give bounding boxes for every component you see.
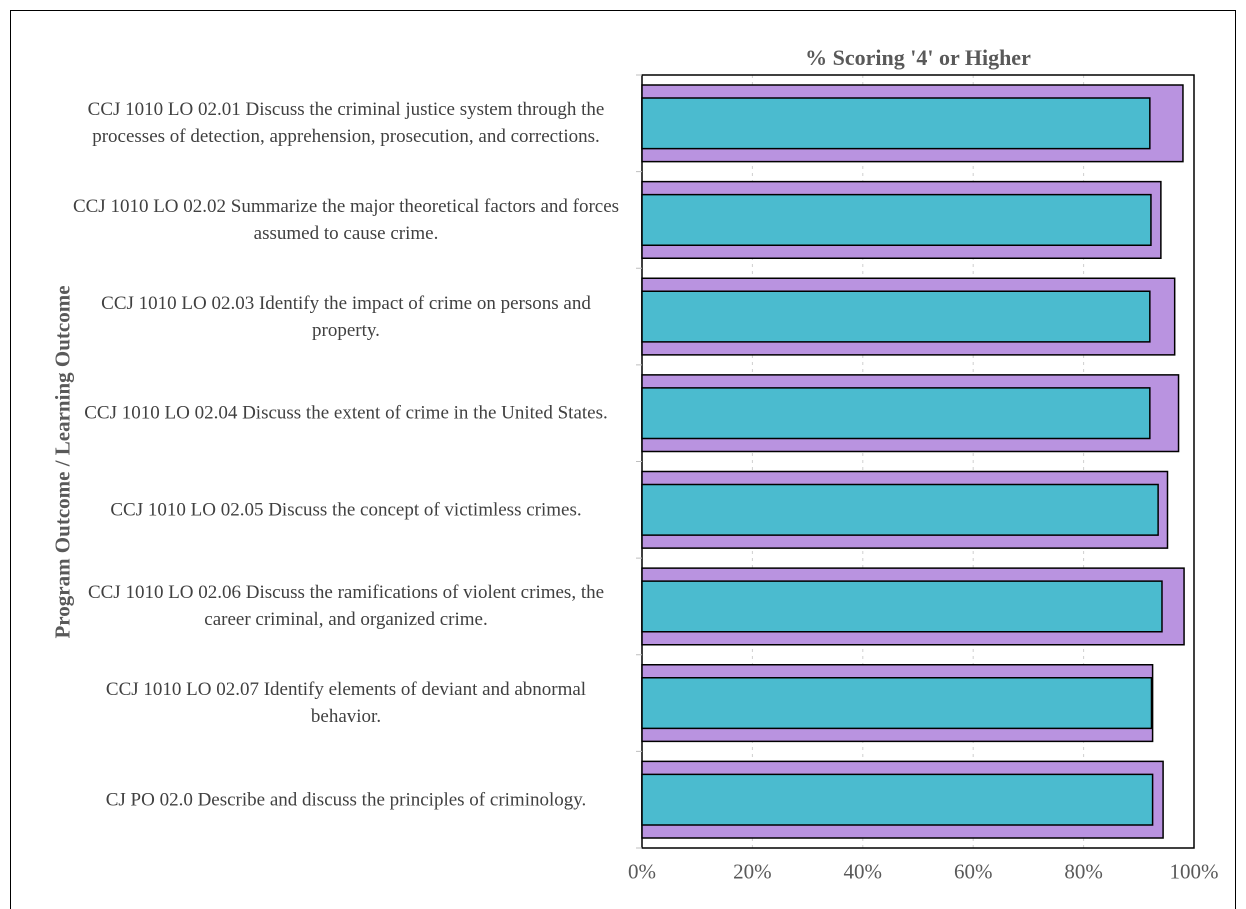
chart-frame (10, 10, 1236, 909)
category-label: CCJ 1010 LO 02.02 Summarize the major th… (72, 195, 620, 244)
bar-inner (641, 580, 1163, 633)
x-tick-label: 40% (843, 859, 883, 884)
bar-inner (641, 483, 1159, 536)
category-label: CCJ 1010 LO 02.01 Discuss the criminal j… (87, 99, 605, 148)
x-tick-label: 20% (733, 859, 772, 884)
bar-inner (641, 773, 1154, 826)
category-label: CCJ 1010 LO 02.06 Discuss the ramificati… (87, 582, 605, 631)
category-label: CCJ 1010 LO 02.05 Discuss the concept of… (110, 499, 582, 521)
x-tick-label: 80% (1064, 859, 1103, 884)
x-tick-label: 60% (953, 859, 993, 884)
x-tick-label: 0% (628, 859, 656, 884)
x-tick-label: 100% (1169, 859, 1219, 884)
category-label: CCJ 1010 LO 02.07 Identify elements of d… (105, 679, 587, 728)
category-label: CJ PO 02.0 Describe and discuss the prin… (105, 789, 587, 811)
bar-inner (641, 97, 1151, 150)
category-label: CCJ 1010 LO 02.04 Discuss the extent of … (84, 402, 608, 424)
category-label: CCJ 1010 LO 02.03 Identify the impact of… (101, 292, 591, 341)
bar-inner (641, 290, 1151, 343)
bar-inner (641, 193, 1152, 246)
bar-inner (641, 677, 1153, 730)
bar-inner (641, 387, 1151, 440)
chart-title: % Scoring '4' or Higher (805, 45, 1031, 70)
